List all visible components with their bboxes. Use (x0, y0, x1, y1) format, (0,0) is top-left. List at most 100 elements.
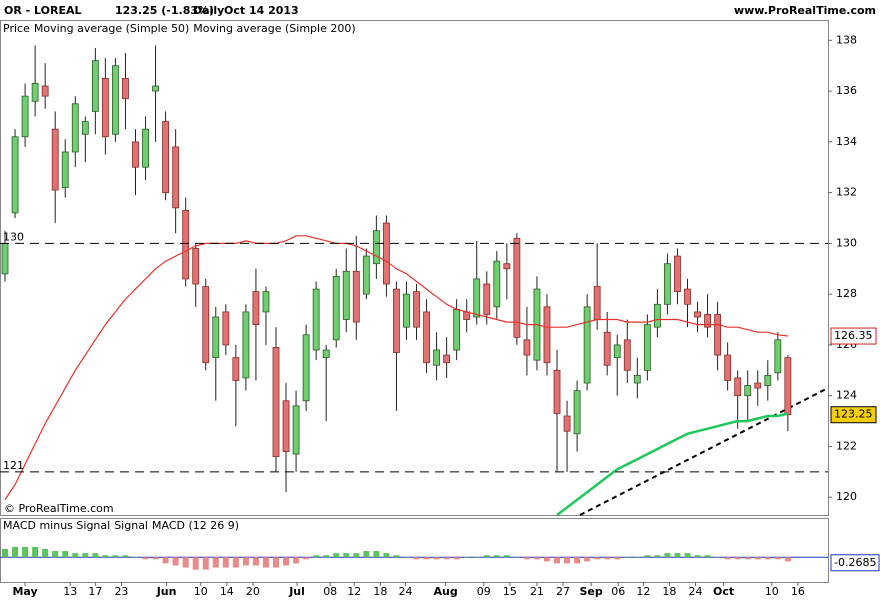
macd-bar (634, 557, 641, 558)
macd-bar (22, 546, 29, 558)
candle-body (483, 283, 491, 315)
candle-body (784, 357, 792, 416)
macd-bar (614, 557, 621, 560)
macd-bar (293, 557, 300, 564)
date: Oct 14 2013 (224, 4, 299, 17)
macd-bar (273, 557, 279, 568)
x-tick-label: 06 (611, 585, 625, 598)
macd-bar (533, 557, 540, 560)
macd-bar (554, 557, 561, 564)
candle-body (162, 121, 170, 194)
candle-body (774, 339, 782, 374)
macd-bar (513, 557, 520, 558)
x-tick-label: 27 (556, 585, 570, 598)
candle-body (694, 311, 701, 318)
macd-panel (0, 518, 829, 583)
macd-bar (704, 555, 711, 558)
x-tick-label: 16 (791, 585, 805, 598)
macd-bar (523, 557, 530, 560)
macd-bar (12, 546, 19, 558)
macd-tag (830, 554, 880, 572)
candle-body (262, 291, 270, 313)
x-tick-label: 20 (246, 585, 260, 598)
macd-bar (82, 553, 89, 558)
y-tick-label: 132 (836, 186, 857, 199)
candle-body (413, 291, 420, 328)
y-tick-label: 122 (836, 439, 857, 452)
macd-bar (172, 557, 179, 566)
candle-body (503, 263, 511, 270)
candle-body (543, 306, 551, 364)
ma-line (4, 235, 788, 501)
candle-body (393, 288, 400, 353)
legend: Price Moving average (Simple 50) Moving av… (3, 22, 356, 35)
candle-body (192, 248, 200, 285)
macd-bar (744, 557, 751, 560)
macd-bar (403, 557, 410, 558)
macd-legend-entry: MACD minus Signal (3, 519, 110, 532)
macd-bar (684, 553, 691, 558)
candle-body (362, 255, 370, 295)
candle-body (61, 151, 69, 188)
candle-body (573, 390, 581, 435)
candle-body (653, 303, 661, 328)
level-label: 121 (3, 459, 24, 472)
candle-body (563, 415, 571, 432)
macd-bar (463, 557, 470, 558)
macd-bar (473, 557, 480, 558)
macd-bar (604, 557, 611, 560)
candle-body (242, 311, 250, 379)
macd-bar (262, 557, 269, 568)
macd-bar (112, 555, 119, 558)
macd-bar (62, 551, 69, 558)
macd-bar (714, 557, 721, 558)
candle-body (182, 209, 190, 280)
candle-body (21, 95, 29, 138)
candle-body (684, 288, 691, 305)
macd-bar (232, 557, 239, 568)
candle-body (372, 230, 380, 265)
macd-bar (92, 553, 99, 558)
x-tick-label: 10 (765, 585, 779, 598)
x-tick-label: Jul (288, 585, 305, 598)
macd-bar (323, 555, 330, 558)
macd-bar (42, 548, 49, 558)
candle-body (352, 270, 360, 323)
macd-bar (192, 557, 199, 570)
candle-body (11, 136, 19, 214)
candle-body (51, 128, 59, 191)
macd-legend-entry: Signal (114, 519, 148, 532)
candle-body (312, 288, 320, 351)
macd-bar (543, 557, 550, 562)
macd-bar (333, 553, 340, 558)
candle-body (593, 286, 601, 320)
x-tick-label: 23 (114, 585, 128, 598)
macd-tag-label: -0.2685 (834, 556, 876, 569)
macd-bar (483, 555, 490, 558)
y-tick-label: 120 (836, 490, 857, 503)
macd-bar (383, 553, 390, 558)
candle-body (232, 357, 240, 381)
candle-body (81, 121, 89, 135)
x-tick-label: Aug (434, 585, 458, 598)
candle-body (724, 354, 732, 381)
candle-body (292, 405, 300, 455)
symbol: OR - LOREAL (4, 4, 82, 17)
macd-bar (72, 553, 79, 558)
macd-bar (664, 553, 671, 558)
trend-line (579, 387, 829, 516)
candle-body (623, 339, 631, 371)
x-tick-label: 12 (347, 585, 361, 598)
legend-entry: Moving average (Simple 200) (193, 22, 355, 35)
macd-legend-entry: MACD (12 26 9) (152, 519, 239, 532)
x-tick-label: 21 (530, 585, 544, 598)
candle-body (674, 255, 681, 293)
macd-bar (122, 555, 129, 558)
x-tick-label: 13 (63, 585, 77, 598)
macd-bar (102, 555, 109, 558)
candle-body (152, 85, 159, 92)
candle-body (473, 278, 481, 318)
candle-body (132, 141, 139, 168)
macd-bar (212, 557, 219, 568)
x-tick-label: 24 (398, 585, 412, 598)
